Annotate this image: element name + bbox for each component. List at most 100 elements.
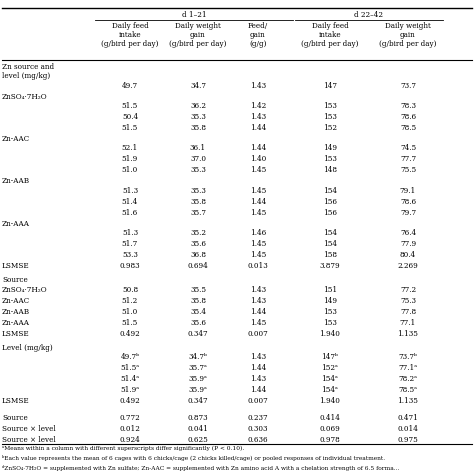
Text: 1.43: 1.43 [250, 113, 266, 121]
Text: 76.4: 76.4 [400, 229, 416, 237]
Text: 79.7: 79.7 [400, 209, 416, 217]
Text: 77.2: 77.2 [400, 286, 416, 294]
Text: 36.2: 36.2 [190, 102, 206, 110]
Text: 154: 154 [323, 229, 337, 237]
Text: 77.9: 77.9 [400, 240, 416, 248]
Text: 50.8: 50.8 [122, 286, 138, 294]
Text: 0.007: 0.007 [247, 330, 268, 338]
Text: 156: 156 [323, 209, 337, 217]
Text: Level (mg/kg): Level (mg/kg) [2, 344, 53, 352]
Text: 35.2: 35.2 [190, 229, 206, 237]
Text: 77.1ᵃ: 77.1ᵃ [399, 365, 418, 373]
Text: 1.45: 1.45 [250, 187, 266, 195]
Text: Daily weight
gain
(g/bird per day): Daily weight gain (g/bird per day) [169, 22, 227, 48]
Text: 0.492: 0.492 [119, 330, 140, 338]
Text: 1.135: 1.135 [398, 330, 419, 338]
Text: 35.6: 35.6 [190, 240, 206, 248]
Text: 51.0: 51.0 [122, 166, 138, 174]
Text: 0.014: 0.014 [398, 425, 419, 433]
Text: 0.237: 0.237 [248, 414, 268, 422]
Text: 51.2: 51.2 [122, 297, 138, 305]
Text: 35.5: 35.5 [190, 286, 206, 294]
Text: 153: 153 [323, 319, 337, 327]
Text: 51.6: 51.6 [122, 209, 138, 217]
Text: 0.303: 0.303 [248, 425, 268, 433]
Text: 153: 153 [323, 102, 337, 110]
Text: 0.069: 0.069 [319, 425, 340, 433]
Text: Zn-AAA: Zn-AAA [2, 319, 30, 327]
Text: 152ᵃ: 152ᵃ [321, 365, 338, 373]
Text: LSMSE: LSMSE [2, 397, 30, 405]
Text: 35.7ᵃ: 35.7ᵃ [189, 365, 208, 373]
Text: 3.879: 3.879 [319, 262, 340, 270]
Text: Daily feed
intake
(g/bird per day): Daily feed intake (g/bird per day) [301, 22, 359, 48]
Text: 1.45: 1.45 [250, 319, 266, 327]
Text: Source × level: Source × level [2, 436, 56, 444]
Text: 1.135: 1.135 [398, 397, 419, 405]
Text: 35.8: 35.8 [190, 297, 206, 305]
Text: 51.0: 51.0 [122, 308, 138, 316]
Text: LSMSE: LSMSE [2, 262, 30, 270]
Text: 1.44: 1.44 [250, 308, 266, 316]
Text: 51.4ᵃ: 51.4ᵃ [120, 375, 139, 383]
Text: 153: 153 [323, 113, 337, 121]
Text: Zn-AAB: Zn-AAB [2, 308, 30, 316]
Text: 149: 149 [323, 145, 337, 153]
Text: 80.4: 80.4 [400, 251, 416, 259]
Text: Source: Source [2, 414, 28, 422]
Text: 35.9ᵃ: 35.9ᵃ [189, 386, 208, 394]
Text: 34.7ᵇ: 34.7ᵇ [189, 354, 208, 361]
Text: 147ᵇ: 147ᵇ [321, 354, 338, 361]
Text: 1.43: 1.43 [250, 354, 266, 361]
Text: 1.44: 1.44 [250, 124, 266, 132]
Text: 78.5: 78.5 [400, 124, 416, 132]
Text: 35.9ᵃ: 35.9ᵃ [189, 375, 208, 383]
Text: Feed/
gain
(g/g): Feed/ gain (g/g) [248, 22, 268, 48]
Text: 51.7: 51.7 [122, 240, 138, 248]
Text: 154ᵃ: 154ᵃ [321, 386, 338, 394]
Text: 1.44: 1.44 [250, 386, 266, 394]
Text: Daily feed
intake
(g/bird per day): Daily feed intake (g/bird per day) [101, 22, 159, 48]
Text: 73.7ᵇ: 73.7ᵇ [399, 354, 418, 361]
Text: 0.492: 0.492 [119, 397, 140, 405]
Text: 35.3: 35.3 [190, 187, 206, 195]
Text: 0.924: 0.924 [119, 436, 140, 444]
Text: 78.3: 78.3 [400, 102, 416, 110]
Text: ZnSO₄·7H₂O: ZnSO₄·7H₂O [2, 93, 47, 100]
Text: 1.45: 1.45 [250, 166, 266, 174]
Text: 35.4: 35.4 [190, 308, 206, 316]
Text: 51.5: 51.5 [122, 319, 138, 327]
Text: 35.3: 35.3 [190, 113, 206, 121]
Text: 149: 149 [323, 297, 337, 305]
Text: 35.7: 35.7 [190, 209, 206, 217]
Text: 1.940: 1.940 [319, 330, 340, 338]
Text: Source: Source [2, 276, 28, 284]
Text: 1.44: 1.44 [250, 198, 266, 206]
Text: 1.43: 1.43 [250, 297, 266, 305]
Text: 78.5ᵃ: 78.5ᵃ [399, 386, 418, 394]
Text: 0.041: 0.041 [188, 425, 209, 433]
Text: 77.8: 77.8 [400, 308, 416, 316]
Text: 1.45: 1.45 [250, 209, 266, 217]
Text: 50.4: 50.4 [122, 113, 138, 121]
Text: level (mg/kg): level (mg/kg) [2, 73, 50, 81]
Text: 151: 151 [323, 286, 337, 294]
Text: 35.6: 35.6 [190, 319, 206, 327]
Text: 73.7: 73.7 [400, 82, 416, 90]
Text: 153: 153 [323, 308, 337, 316]
Text: ᵃMeans within a column with different superscripts differ significantly (P < 0.1: ᵃMeans within a column with different su… [2, 446, 244, 451]
Text: 154: 154 [323, 240, 337, 248]
Text: 1.44: 1.44 [250, 365, 266, 373]
Text: Zn-AAC: Zn-AAC [2, 297, 30, 305]
Text: 35.8: 35.8 [190, 198, 206, 206]
Text: ᵈZnSO₄·7H₂O = supplemented with Zn sulfate; Zn-AAC = supplemented with Zn amino : ᵈZnSO₄·7H₂O = supplemented with Zn sulfa… [2, 465, 400, 471]
Text: 77.1: 77.1 [400, 319, 416, 327]
Text: 79.1: 79.1 [400, 187, 416, 195]
Text: 35.3: 35.3 [190, 166, 206, 174]
Text: 158: 158 [323, 251, 337, 259]
Text: 51.5: 51.5 [122, 102, 138, 110]
Text: ᵇEach value represents the mean of 6 cages with 6 chicks/cage (2 chicks killed/c: ᵇEach value represents the mean of 6 cag… [2, 456, 385, 461]
Text: 49.7ᵇ: 49.7ᵇ [120, 354, 139, 361]
Text: Daily weight
gain
(g/bird per day): Daily weight gain (g/bird per day) [379, 22, 437, 48]
Text: 51.9: 51.9 [122, 155, 138, 164]
